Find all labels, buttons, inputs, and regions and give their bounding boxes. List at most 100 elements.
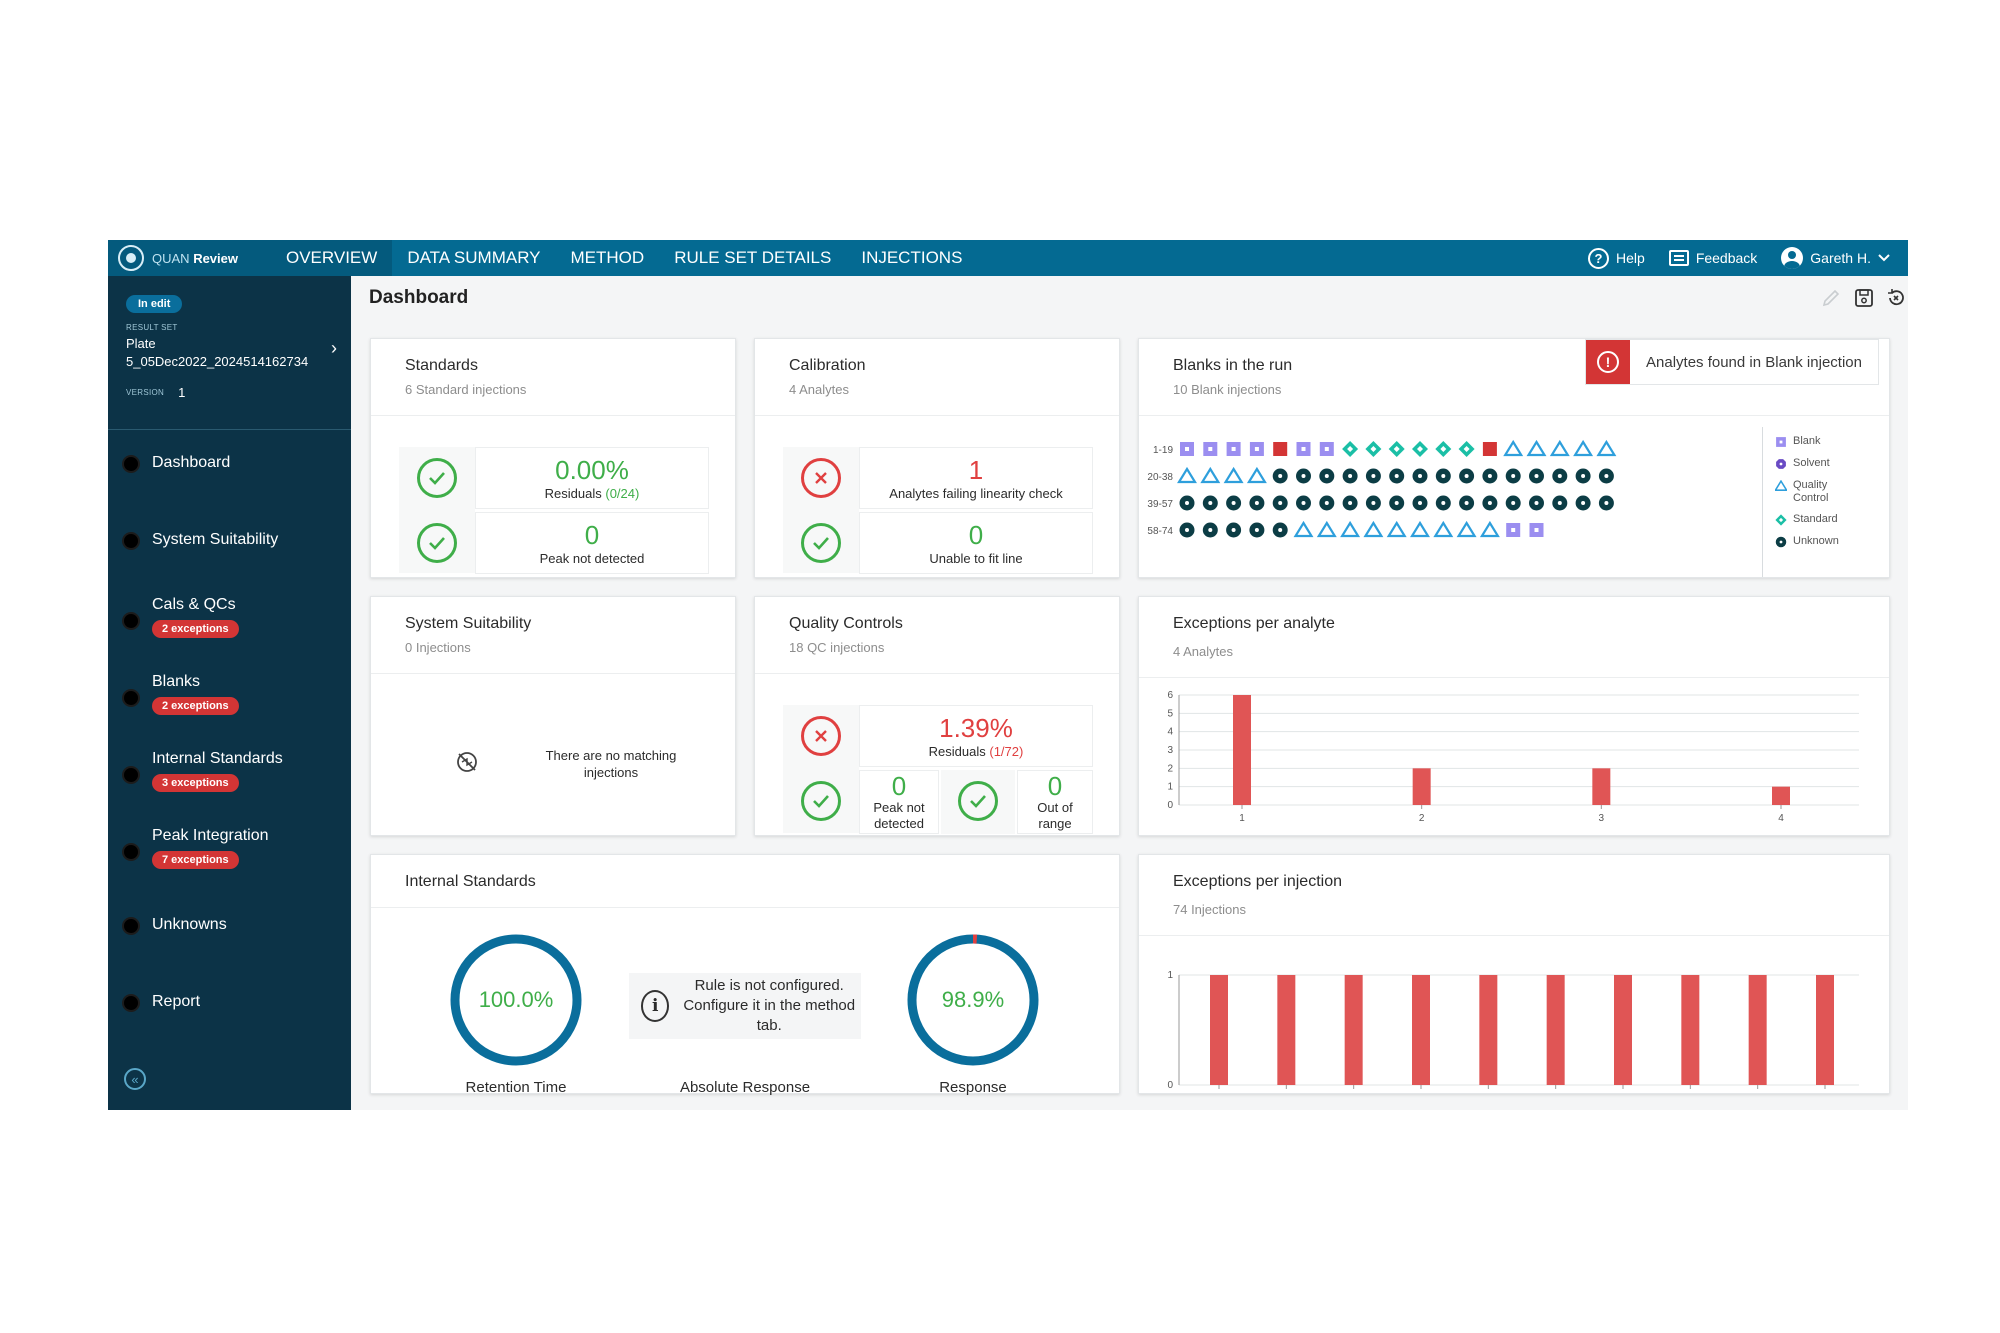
qc-marker[interactable]	[1433, 520, 1454, 538]
app-brand[interactable]: QUAN Review	[108, 240, 271, 276]
unknown-marker[interactable]	[1412, 495, 1428, 511]
tab-method[interactable]: METHOD	[570, 248, 645, 267]
unknown-marker[interactable]	[1296, 495, 1311, 511]
blank-marker[interactable]	[1180, 442, 1194, 456]
qc-marker[interactable]	[1596, 439, 1617, 457]
bar[interactable]	[1412, 768, 1431, 805]
standard-marker[interactable]	[1342, 441, 1359, 457]
collapse-sidebar-icon[interactable]: «	[124, 1068, 146, 1090]
bar[interactable]	[1748, 975, 1767, 1085]
feedback-button[interactable]: Feedback	[1668, 250, 1757, 266]
sidebar-item-internal-standards[interactable]: Internal Standards 3 exceptions	[122, 748, 283, 792]
bar[interactable]	[1816, 975, 1834, 1085]
blank-marker[interactable]	[1506, 523, 1521, 537]
tab-data-summary[interactable]: DATA SUMMARY	[407, 248, 541, 267]
unknown-marker[interactable]	[1529, 468, 1544, 484]
sidebar-item-dashboard[interactable]: Dashboard	[122, 452, 230, 474]
unknown-marker[interactable]	[1272, 468, 1288, 484]
bar[interactable]	[1479, 975, 1498, 1085]
unknown-marker[interactable]	[1342, 468, 1358, 484]
unknown-marker[interactable]	[1435, 495, 1451, 511]
blank-alert[interactable]: ! Analytes found in Blank injection	[1585, 339, 1879, 385]
save-icon[interactable]	[1854, 288, 1874, 308]
unknown-marker[interactable]	[1389, 495, 1405, 511]
bar[interactable]	[1614, 975, 1632, 1085]
tab-overview[interactable]: OVERVIEW	[271, 240, 393, 276]
unknown-marker[interactable]	[1598, 495, 1614, 511]
unknown-marker[interactable]	[1319, 468, 1335, 484]
qc-marker[interactable]	[1526, 439, 1547, 457]
unknown-marker[interactable]	[1342, 495, 1358, 511]
qc-marker[interactable]	[1316, 520, 1337, 538]
unknown-marker[interactable]	[1598, 468, 1614, 484]
unknown-marker[interactable]	[1505, 468, 1521, 484]
bar[interactable]	[1210, 975, 1228, 1085]
qc-marker[interactable]	[1246, 466, 1267, 484]
unknown-marker[interactable]	[1365, 468, 1381, 484]
unknown-marker[interactable]	[1249, 495, 1265, 511]
unknown-marker[interactable]	[1296, 468, 1311, 484]
standard-marker[interactable]	[1412, 441, 1428, 457]
qc-marker[interactable]	[1223, 466, 1244, 484]
unknown-marker[interactable]	[1272, 495, 1288, 511]
qc-marker[interactable]	[1293, 520, 1314, 538]
blank-marker[interactable]	[1319, 442, 1334, 456]
unknown-marker[interactable]	[1272, 522, 1288, 538]
edit-pencil-icon[interactable]	[1821, 288, 1841, 308]
tab-injections[interactable]: INJECTIONS	[861, 248, 963, 267]
history-icon[interactable]	[1886, 288, 1906, 308]
unknown-marker[interactable]	[1365, 495, 1381, 511]
unknown-marker[interactable]	[1226, 522, 1242, 538]
unknown-marker[interactable]	[1202, 522, 1218, 538]
blank-marker[interactable]	[1226, 442, 1241, 456]
sidebar-item-unknowns[interactable]: Unknowns	[122, 914, 227, 936]
bar[interactable]	[1233, 695, 1251, 805]
qc-marker[interactable]	[1386, 520, 1407, 538]
unknown-marker[interactable]	[1482, 468, 1498, 484]
qc-marker[interactable]	[1363, 520, 1384, 538]
bar[interactable]	[1592, 768, 1611, 805]
qc-marker[interactable]	[1200, 466, 1221, 484]
sidebar-item-system-suitability[interactable]: System Suitability	[122, 529, 278, 551]
bar[interactable]	[1681, 975, 1700, 1085]
unknown-marker[interactable]	[1179, 522, 1195, 538]
qc-marker[interactable]	[1340, 520, 1361, 538]
unknown-marker[interactable]	[1226, 495, 1242, 511]
blank-marker[interactable]	[1296, 442, 1311, 456]
unknown-marker[interactable]	[1505, 495, 1521, 511]
unknown-marker[interactable]	[1529, 495, 1544, 511]
sidebar-item-blanks[interactable]: Blanks 2 exceptions	[122, 671, 239, 715]
sidebar-item-cals-qcs[interactable]: Cals & QCs 2 exceptions	[122, 594, 239, 638]
tab-rule-set-details[interactable]: RULE SET DETAILS	[674, 248, 832, 267]
blank-marker[interactable]	[1529, 523, 1544, 537]
sidebar-item-report[interactable]: Report	[122, 991, 200, 1013]
standard-marker[interactable]	[1365, 441, 1382, 457]
unknown-marker[interactable]	[1575, 495, 1591, 511]
blank-marker[interactable]	[1249, 442, 1264, 456]
standard-marker[interactable]	[1435, 441, 1452, 457]
standard-marker[interactable]	[1458, 441, 1475, 457]
qc-marker[interactable]	[1573, 439, 1594, 457]
unknown-marker[interactable]	[1482, 495, 1498, 511]
unknown-marker[interactable]	[1435, 468, 1451, 484]
fail-marker[interactable]	[1482, 442, 1497, 456]
qc-marker[interactable]	[1456, 520, 1477, 538]
bar[interactable]	[1412, 975, 1430, 1085]
unknown-marker[interactable]	[1552, 495, 1568, 511]
unknown-marker[interactable]	[1459, 495, 1475, 511]
qc-marker[interactable]	[1503, 439, 1524, 457]
qc-marker[interactable]	[1177, 466, 1197, 484]
fail-marker[interactable]	[1273, 442, 1288, 456]
help-button[interactable]: ? Help	[1588, 247, 1645, 269]
standard-marker[interactable]	[1388, 441, 1405, 457]
bar[interactable]	[1772, 786, 1790, 805]
unknown-marker[interactable]	[1459, 468, 1475, 484]
blank-marker[interactable]	[1203, 442, 1218, 456]
bar[interactable]	[1546, 975, 1565, 1085]
unknown-marker[interactable]	[1202, 495, 1218, 511]
unknown-marker[interactable]	[1389, 468, 1405, 484]
unknown-marker[interactable]	[1249, 522, 1265, 538]
unknown-marker[interactable]	[1179, 495, 1195, 511]
unknown-marker[interactable]	[1552, 468, 1568, 484]
bar[interactable]	[1277, 975, 1296, 1085]
